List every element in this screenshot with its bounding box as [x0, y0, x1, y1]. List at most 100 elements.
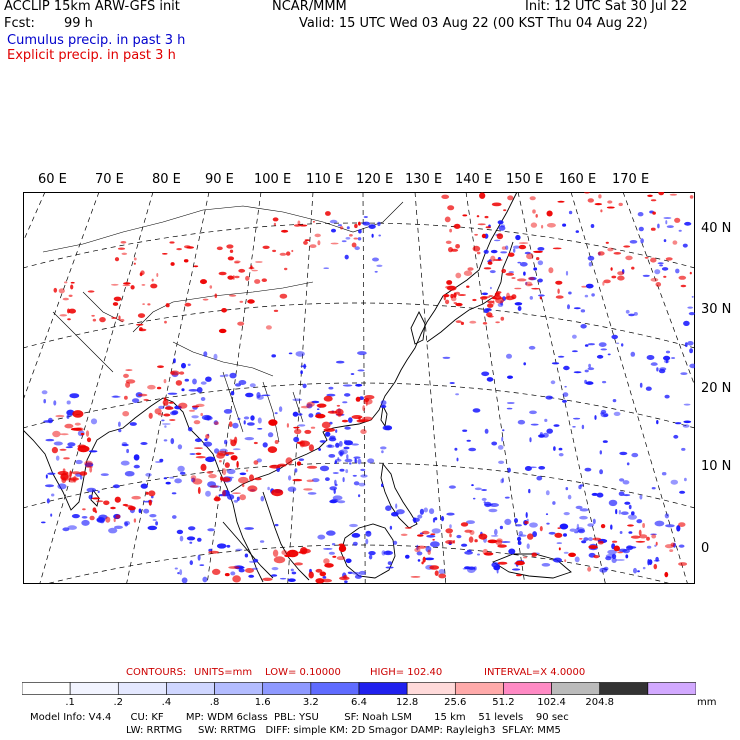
explicit-cell	[285, 457, 293, 465]
explicit-cell	[482, 322, 488, 325]
color-bar-swatch	[69, 682, 119, 695]
explicit-cell	[284, 267, 288, 271]
cumulus-cell	[594, 415, 597, 420]
explicit-cell	[495, 297, 505, 304]
explicit-cell	[530, 222, 538, 228]
cumulus-cell	[357, 369, 365, 372]
explicit-cell	[491, 202, 502, 207]
cumulus-cell	[481, 489, 487, 491]
cumulus-cell	[81, 516, 88, 519]
cumulus-cell	[572, 426, 576, 428]
explicit-cell	[123, 282, 131, 285]
explicit-cell	[193, 265, 199, 268]
explicit-cell	[678, 562, 688, 566]
lat-label: 0	[701, 541, 710, 556]
explicit-cell	[323, 428, 336, 432]
explicit-cell	[581, 285, 587, 288]
explicit-cell	[532, 209, 536, 214]
cumulus-cell	[41, 390, 48, 395]
cumulus-cell	[259, 540, 265, 543]
explicit-cell	[206, 471, 213, 474]
explicit-cell	[327, 410, 338, 414]
cumulus-cell	[96, 518, 104, 522]
explicit-cell	[484, 215, 489, 219]
cumulus-cell	[464, 550, 473, 555]
cumulus-cell	[329, 486, 338, 491]
cumulus-cell	[525, 281, 528, 286]
cumulus-cell	[684, 342, 688, 348]
explicit-cell	[265, 325, 272, 330]
explicit-cell	[77, 444, 87, 449]
explicit-cell	[118, 315, 121, 321]
cumulus-cell	[43, 399, 46, 404]
explicit-cell	[217, 450, 228, 456]
legend-explicit: Explicit precip. in past 3 h	[7, 48, 176, 63]
cumulus-cell	[338, 450, 345, 456]
explicit-cell	[358, 221, 361, 226]
explicit-cell	[600, 209, 603, 213]
color-bar-swatch	[262, 682, 312, 695]
explicit-cell	[59, 448, 67, 451]
explicit-cell	[67, 318, 71, 321]
explicit-cell	[555, 295, 564, 299]
cumulus-cell	[678, 229, 682, 232]
explicit-cell	[271, 489, 284, 497]
explicit-cell	[669, 193, 678, 196]
explicit-cell	[623, 245, 631, 248]
explicit-cell	[169, 419, 176, 421]
cumulus-cell	[456, 457, 459, 462]
cumulus-cell	[191, 415, 199, 419]
cumulus-cell	[389, 525, 393, 530]
cumulus-cell	[477, 553, 480, 556]
color-bar-tick-label: .8	[209, 697, 220, 708]
cumulus-cell	[349, 462, 352, 465]
explicit-cell	[362, 416, 373, 421]
cumulus-cell	[393, 540, 398, 545]
explicit-cell	[483, 267, 492, 270]
explicit-cell	[497, 561, 508, 565]
cumulus-cell	[159, 458, 164, 462]
cumulus-cell	[546, 522, 550, 525]
explicit-cell	[336, 404, 341, 407]
cumulus-cell	[637, 570, 640, 573]
cumulus-cell	[587, 255, 595, 261]
explicit-cell	[208, 474, 217, 479]
lon-label: 120 E	[356, 172, 394, 187]
explicit-cell	[598, 194, 602, 199]
cumulus-cell	[584, 467, 592, 472]
cumulus-cell	[563, 512, 570, 516]
explicit-cell	[454, 291, 461, 295]
cumulus-cell	[345, 469, 349, 474]
explicit-cell	[339, 226, 344, 230]
cumulus-cell	[368, 554, 373, 560]
cumulus-cell	[343, 446, 350, 450]
explicit-cell	[450, 293, 454, 299]
explicit-cell	[308, 444, 314, 452]
cumulus-cell	[619, 531, 623, 534]
explicit-cell	[588, 545, 598, 549]
cumulus-cell	[147, 525, 158, 531]
cumulus-cell	[673, 434, 679, 439]
cumulus-cell	[97, 490, 100, 494]
cumulus-cell	[126, 448, 129, 454]
cumulus-cell	[581, 424, 585, 430]
cumulus-cell	[328, 551, 335, 555]
cumulus-cell	[339, 468, 345, 472]
cumulus-cell	[423, 507, 428, 513]
cumulus-cell	[619, 451, 628, 456]
cumulus-cell	[84, 462, 94, 468]
cumulus-cell	[682, 424, 690, 428]
explicit-cell	[232, 575, 241, 583]
cumulus-cell	[488, 508, 498, 513]
cumulus-cell	[367, 458, 375, 464]
lon-label: 80 E	[152, 172, 181, 187]
color-bar-swatch	[310, 682, 360, 695]
explicit-cell	[646, 536, 650, 541]
longitude-line	[362, 192, 366, 584]
cumulus-cell	[599, 469, 603, 475]
cumulus-cell	[140, 442, 148, 445]
cumulus-cell	[558, 447, 563, 451]
cumulus-cell	[197, 554, 201, 561]
explicit-cell	[147, 384, 156, 390]
explicit-cell	[221, 477, 231, 482]
